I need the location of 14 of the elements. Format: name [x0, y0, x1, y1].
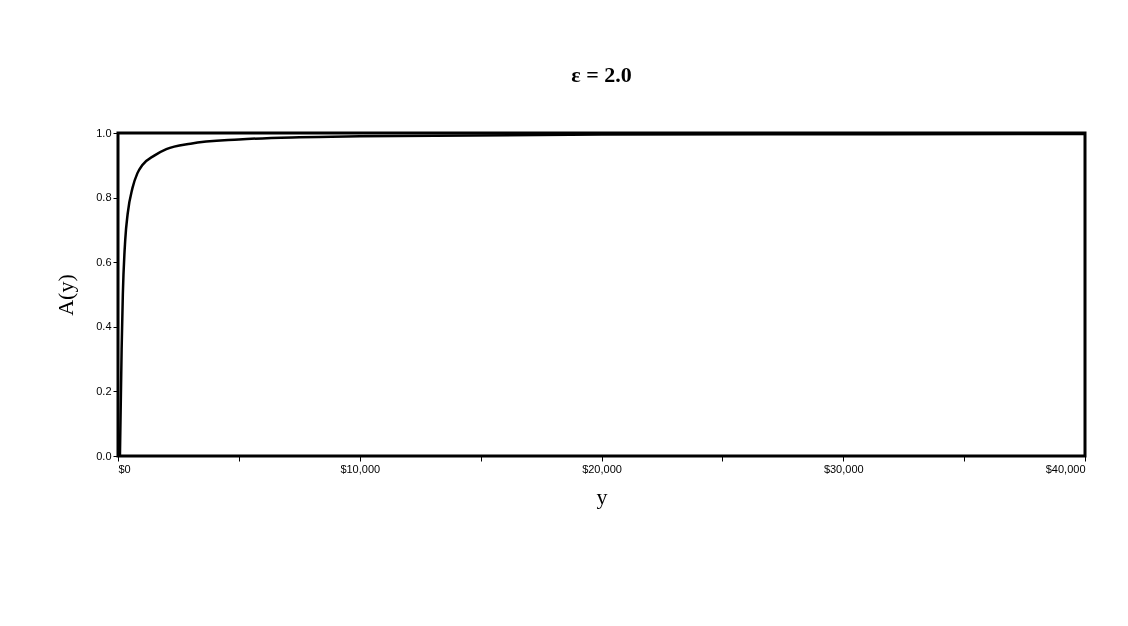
x-tick-label: $0 [118, 462, 131, 475]
y-tick-label: 0.8 [96, 191, 112, 204]
y-tick-label: 0.2 [96, 384, 112, 397]
x-tick-label: $30,000 [823, 462, 864, 475]
y-tick-label: 0.6 [96, 255, 112, 268]
chart-title: ε = 2.0 [571, 62, 632, 87]
x-axis-title: y [596, 483, 608, 509]
y-tick-label: 0.0 [96, 449, 112, 462]
x-tick-label: $20,000 [582, 462, 622, 475]
y-axis-title: A(y) [53, 274, 79, 316]
x-tick-label: $40,000 [1045, 462, 1086, 475]
y-tick-label: 1.0 [96, 126, 112, 139]
y-tick-label: 0.4 [96, 320, 112, 333]
x-tick-label: $10,000 [340, 462, 381, 475]
